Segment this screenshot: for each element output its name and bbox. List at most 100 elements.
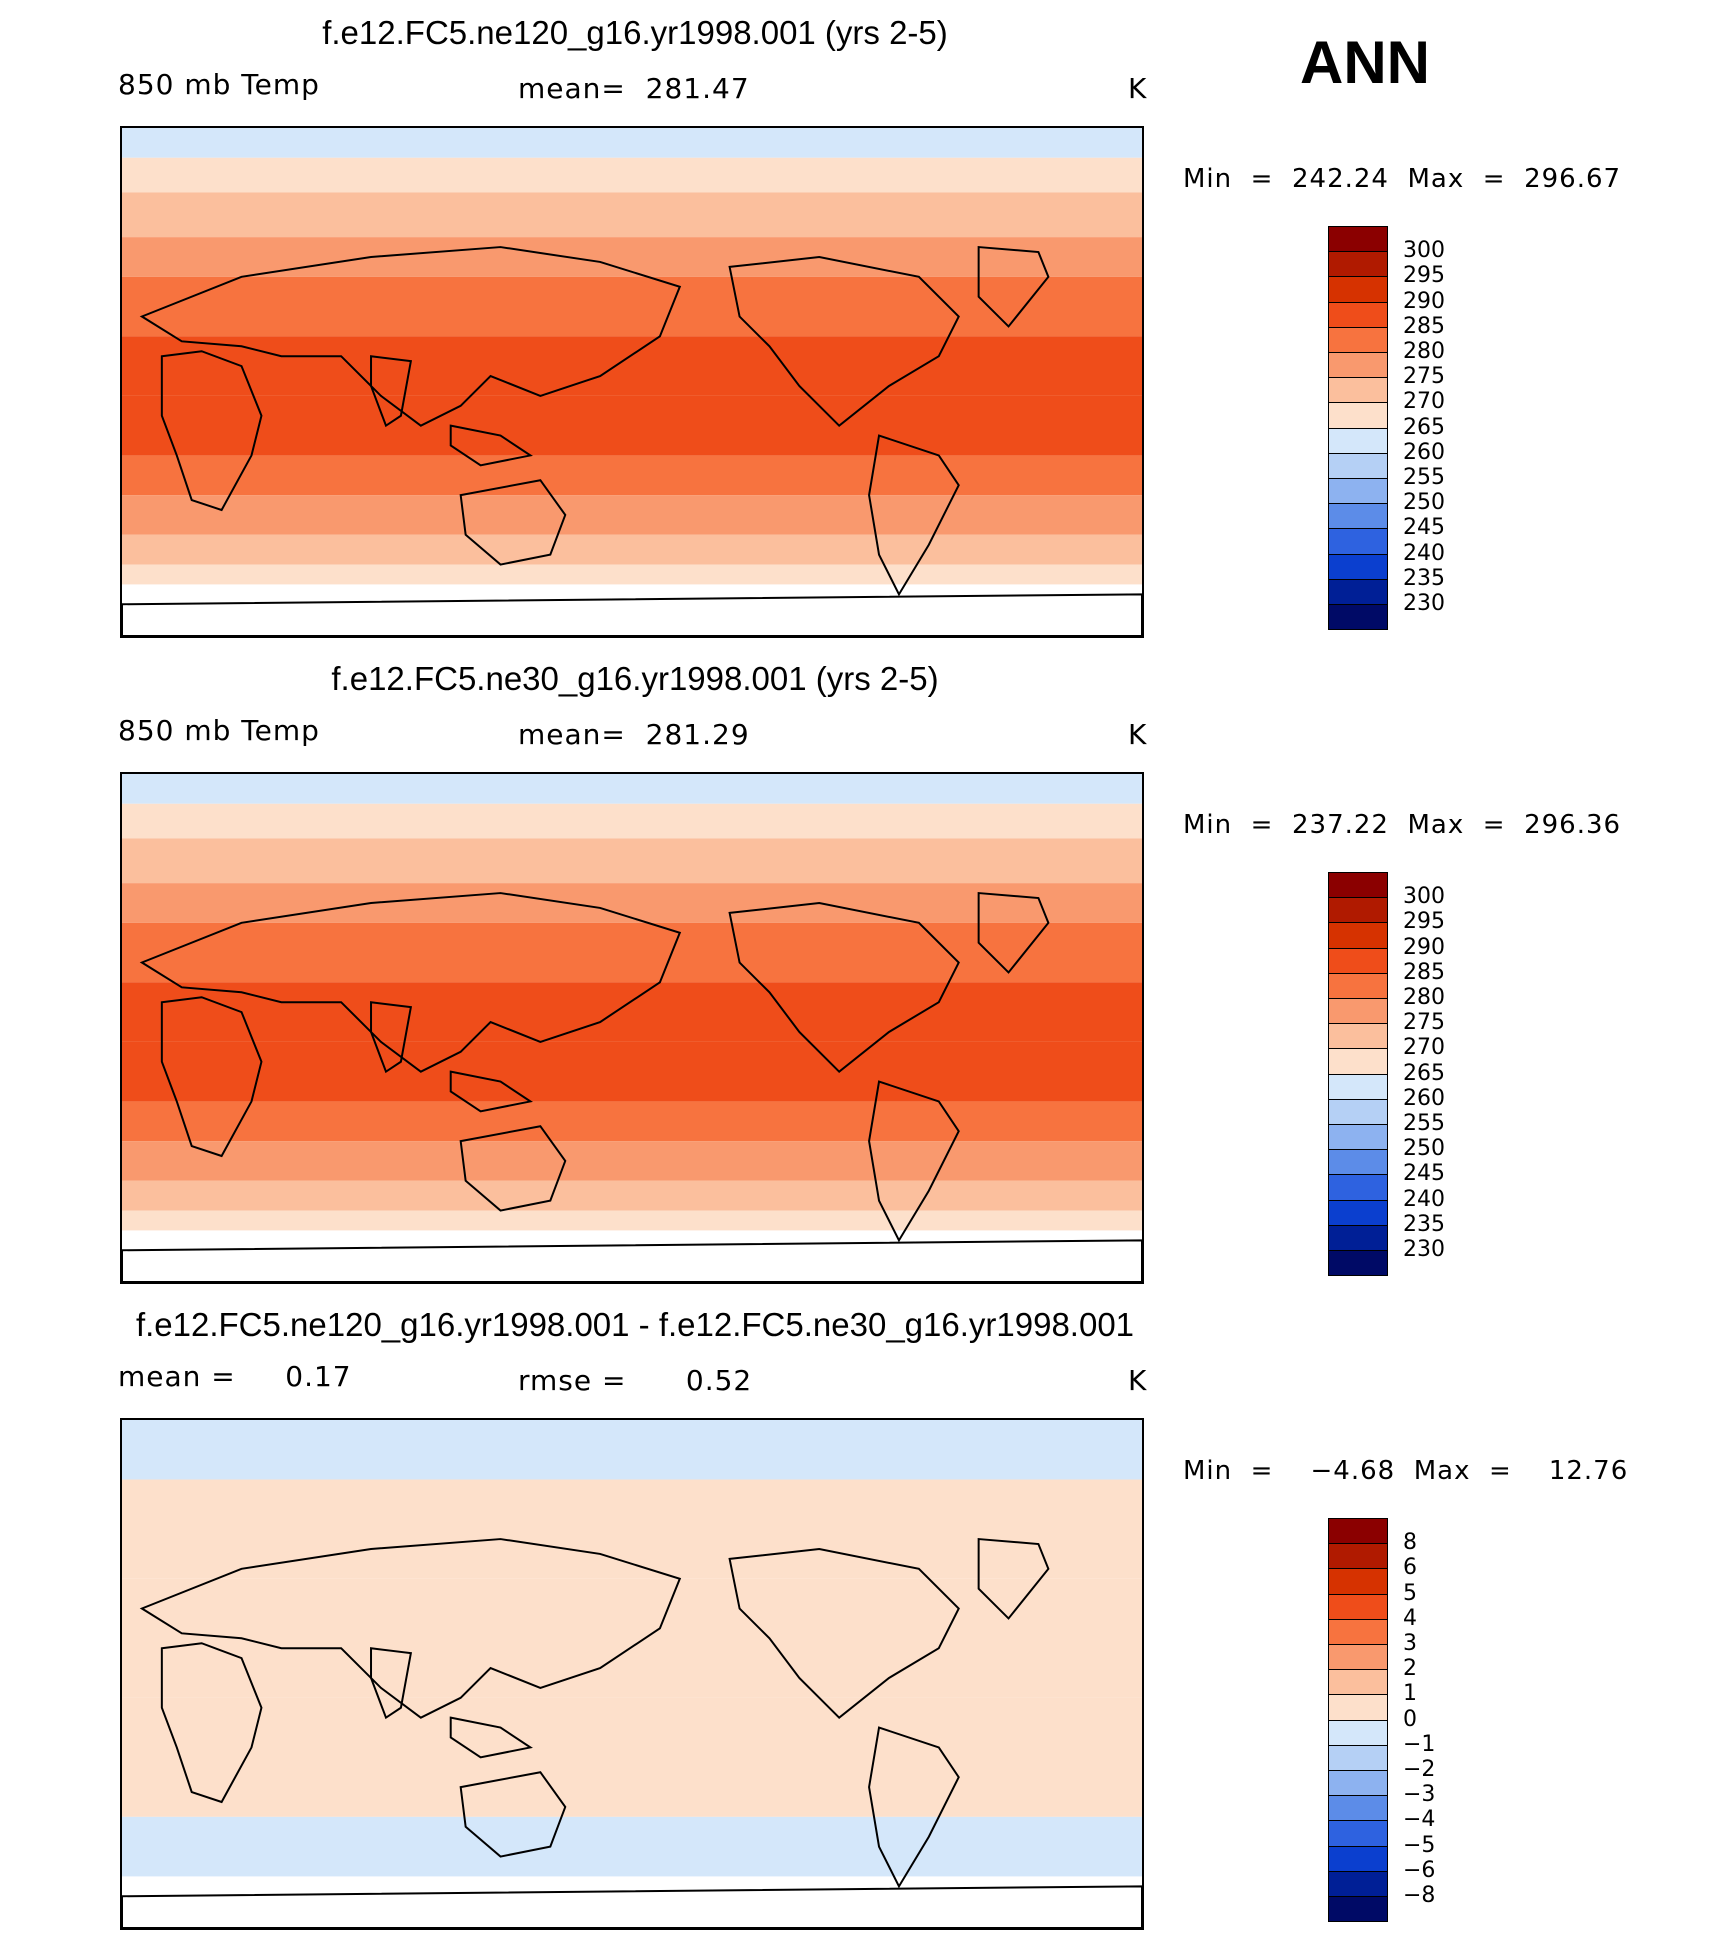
color-bar-box — [1328, 578, 1388, 605]
color-bar-label: 280 — [1403, 339, 1445, 364]
color-bar-box — [1328, 1669, 1388, 1696]
color-bar-label: 300 — [1403, 884, 1445, 910]
panel-center-label: mean= 281.29 — [518, 718, 750, 751]
color-bar-label: 240 — [1403, 540, 1445, 566]
contour-band — [122, 883, 1142, 923]
color-bar-label: 245 — [1403, 1161, 1445, 1187]
min-max-label: Min = −4.68 Max = 12.76 — [1183, 1456, 1629, 1486]
color-bar-box — [1328, 1149, 1388, 1176]
coastline — [459, 1125, 567, 1212]
color-bar-label: 295 — [1403, 263, 1445, 289]
color-bar-box — [1328, 1770, 1388, 1797]
color-bar-label: 250 — [1403, 490, 1445, 516]
color-bar-box — [1328, 1543, 1388, 1570]
color-bar-label: 250 — [1403, 1136, 1445, 1162]
coastline — [370, 1001, 413, 1074]
color-bar-label: 275 — [1403, 1010, 1445, 1036]
color-bar-label: 285 — [1403, 313, 1445, 339]
color-bar-label: 270 — [1403, 389, 1445, 415]
color-bar-label: 270 — [1403, 1035, 1445, 1061]
color-bar-label: 265 — [1403, 414, 1445, 440]
color-bar-box — [1328, 226, 1388, 253]
contour-band — [122, 982, 1142, 1042]
color-bar-box — [1328, 1098, 1388, 1125]
coastline — [370, 1647, 413, 1720]
min-max-label: Min = 237.22 Max = 296.36 — [1183, 810, 1622, 840]
color-bar-box — [1328, 528, 1388, 555]
color-bar-label: 260 — [1403, 1085, 1445, 1111]
panel-units: K — [1128, 72, 1148, 105]
contour-band — [122, 803, 1142, 839]
color-bar-box — [1328, 402, 1388, 429]
contour-band — [122, 157, 1142, 193]
color-bar-box — [1328, 1023, 1388, 1050]
coastline — [160, 350, 263, 512]
coastline — [977, 245, 1050, 328]
min-max-label: Min = 242.24 Max = 296.67 — [1183, 164, 1622, 194]
coastline — [868, 1726, 960, 1889]
color-bar-box — [1328, 1048, 1388, 1075]
panel-units: K — [1128, 1364, 1148, 1397]
contour-band — [122, 922, 1142, 983]
coastline — [139, 892, 682, 1073]
color-bar-label: 5 — [1403, 1580, 1417, 1606]
color-bar-box — [1328, 1174, 1388, 1201]
color-bar-label: 0 — [1403, 1706, 1417, 1732]
color-bar-label: 230 — [1403, 591, 1445, 616]
color-bar-label: 290 — [1403, 288, 1445, 314]
coastline — [868, 434, 960, 597]
coastline — [449, 424, 533, 467]
color-bar-label: 300 — [1403, 238, 1445, 264]
color-bar-label: 4 — [1403, 1605, 1417, 1631]
contour-band — [122, 1180, 1142, 1211]
contour-band — [122, 838, 1142, 884]
panel-left-label: 850 mb Temp — [118, 714, 320, 747]
contour-band — [122, 192, 1142, 238]
coastline — [449, 1070, 533, 1113]
panel-title: f.e12.FC5.ne120_g16.yr1998.001 - f.e12.F… — [135, 1306, 1135, 1343]
coastline — [728, 255, 960, 427]
panel-center-label: mean= 281.47 — [518, 72, 750, 105]
contour-band — [122, 1141, 1142, 1181]
panel-units: K — [1128, 718, 1148, 751]
color-bar-label: 3 — [1403, 1631, 1417, 1656]
contour-band — [122, 455, 1142, 496]
color-bar-box — [1328, 352, 1388, 379]
coastline — [122, 593, 1142, 636]
contour-band — [122, 534, 1142, 565]
color-bar-box — [1328, 478, 1388, 505]
color-bar-box — [1328, 503, 1388, 530]
color-bar-label: 245 — [1403, 515, 1445, 541]
color-bar-label: −4 — [1403, 1807, 1436, 1833]
color-bar-box — [1328, 276, 1388, 303]
antarctica-mask — [122, 1230, 1142, 1282]
color-bar-label: 235 — [1403, 1211, 1445, 1237]
color-bar-box — [1328, 972, 1388, 999]
color-bar-box — [1328, 1073, 1388, 1100]
panel-left-label: 850 mb Temp — [118, 68, 320, 101]
coastline — [160, 996, 263, 1158]
color-bar-label: 295 — [1403, 909, 1445, 935]
contour-band — [122, 395, 1142, 456]
coastline — [160, 1642, 263, 1804]
contour-band — [122, 237, 1142, 277]
coastline — [370, 355, 413, 428]
color-bar-box — [1328, 452, 1388, 479]
coastline — [139, 1538, 682, 1719]
color-bar-box — [1328, 1744, 1388, 1771]
color-bar-box — [1328, 1896, 1388, 1923]
color-bar-box — [1328, 1568, 1388, 1595]
contour-band — [122, 336, 1142, 396]
color-bar-box — [1328, 1124, 1388, 1151]
color-bar-label: −2 — [1403, 1757, 1436, 1782]
color-bar-label: 275 — [1403, 364, 1445, 390]
color-bar-box — [1328, 1644, 1388, 1671]
color-bar-box — [1328, 947, 1388, 974]
color-bar-box — [1328, 301, 1388, 328]
color-bar-label: 255 — [1403, 1111, 1445, 1136]
contour-band — [122, 774, 1142, 804]
color-bar-label: 1 — [1403, 1681, 1417, 1707]
color-bar-label: 2 — [1403, 1656, 1417, 1682]
map-plot — [120, 1418, 1144, 1930]
contour-band — [122, 1479, 1142, 1579]
